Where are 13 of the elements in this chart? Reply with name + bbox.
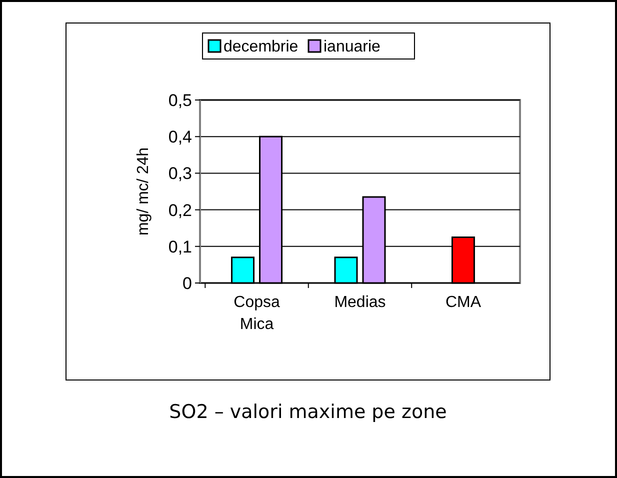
y-tick-label: 0,4 [168, 128, 192, 147]
x-tick-label: Medias [334, 294, 386, 311]
legend-label: decembrie [224, 38, 298, 56]
y-tick-label: 0,5 [168, 90, 192, 110]
text: SO2 – valori maxime pe zone [169, 401, 447, 423]
legend-label: ianuarie [324, 38, 381, 56]
x-tick-label: CMA [445, 294, 482, 311]
y-tick-label: 0,1 [168, 237, 192, 256]
y-tick-label: 0 [182, 274, 192, 293]
y-tick-label: 0,3 [168, 164, 192, 184]
y-axis-title: mg/ mc/ 24h [135, 147, 152, 236]
y-tick-label: 0,2 [168, 200, 192, 220]
x-tick-label: Copsa Mica [234, 294, 280, 333]
